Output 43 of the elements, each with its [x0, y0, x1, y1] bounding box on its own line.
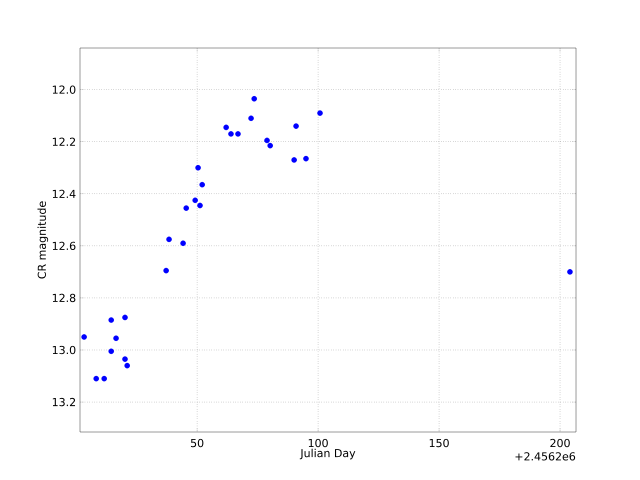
y-tick-label: 12.0 [52, 85, 76, 94]
point [248, 115, 254, 122]
x-tick-label: 50 [190, 438, 204, 448]
point [163, 268, 169, 274]
point [264, 138, 270, 144]
point [81, 334, 87, 340]
point [122, 314, 128, 320]
y-axis-title: CR magnitude [37, 201, 48, 279]
x-tick-label: 100 [308, 438, 328, 448]
point [228, 131, 234, 137]
point [113, 335, 119, 342]
point [183, 205, 190, 211]
point [235, 131, 241, 137]
point [251, 96, 258, 102]
y-tick-label: 12.4 [52, 190, 76, 198]
point [180, 240, 186, 246]
point [291, 157, 297, 163]
point [192, 198, 198, 204]
point [317, 110, 323, 116]
point [108, 317, 114, 323]
point [195, 164, 201, 171]
y-tick-label: 13.2 [52, 398, 76, 406]
point [101, 376, 107, 382]
point [124, 362, 130, 368]
y-tick-label: 13.0 [52, 346, 76, 354]
point [122, 356, 128, 362]
x-tick-label: 150 [430, 438, 449, 448]
point [108, 348, 114, 354]
point [197, 202, 203, 208]
point [166, 236, 172, 242]
point [303, 156, 309, 162]
y-tick-label: 12.8 [52, 294, 76, 302]
point [223, 124, 229, 130]
text: +2.4562e6 [516, 452, 576, 461]
y-tick-label: 12.6 [52, 242, 76, 250]
point [567, 269, 573, 275]
x-axis-title: Julian Day [300, 448, 356, 460]
point [199, 182, 205, 188]
y-tick-label: 12.2 [52, 138, 76, 146]
point [293, 123, 299, 129]
point [93, 376, 100, 382]
x-tick-label: 200 [550, 438, 570, 448]
point [267, 142, 273, 148]
